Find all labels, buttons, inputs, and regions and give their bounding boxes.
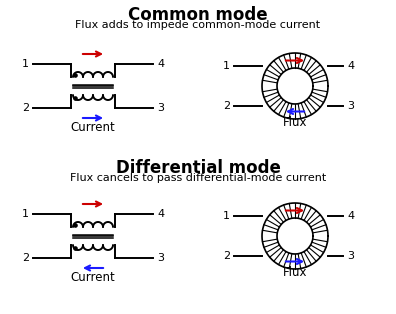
Text: 2: 2 bbox=[22, 253, 29, 263]
Text: 3: 3 bbox=[347, 101, 354, 111]
Text: Current: Current bbox=[70, 121, 115, 134]
Text: Current: Current bbox=[70, 271, 115, 284]
Text: 2: 2 bbox=[223, 101, 230, 111]
Text: 4: 4 bbox=[157, 59, 164, 69]
Text: 4: 4 bbox=[347, 211, 354, 221]
Text: Differential mode: Differential mode bbox=[116, 159, 280, 177]
Text: 4: 4 bbox=[347, 61, 354, 71]
Text: 1: 1 bbox=[223, 211, 230, 221]
Text: 3: 3 bbox=[347, 251, 354, 261]
Text: Common mode: Common mode bbox=[128, 6, 268, 24]
Text: Flux: Flux bbox=[283, 116, 307, 129]
Text: Flux cancels to pass differential-mode current: Flux cancels to pass differential-mode c… bbox=[70, 173, 326, 183]
Text: 2: 2 bbox=[223, 251, 230, 261]
Text: 3: 3 bbox=[157, 103, 164, 113]
Text: 1: 1 bbox=[22, 59, 29, 69]
Text: 1: 1 bbox=[22, 209, 29, 219]
Text: 2: 2 bbox=[22, 103, 29, 113]
Text: Flux: Flux bbox=[283, 266, 307, 279]
Text: 3: 3 bbox=[157, 253, 164, 263]
Text: 4: 4 bbox=[157, 209, 164, 219]
Text: 1: 1 bbox=[223, 61, 230, 71]
Text: Flux adds to impede common-mode current: Flux adds to impede common-mode current bbox=[75, 20, 321, 30]
